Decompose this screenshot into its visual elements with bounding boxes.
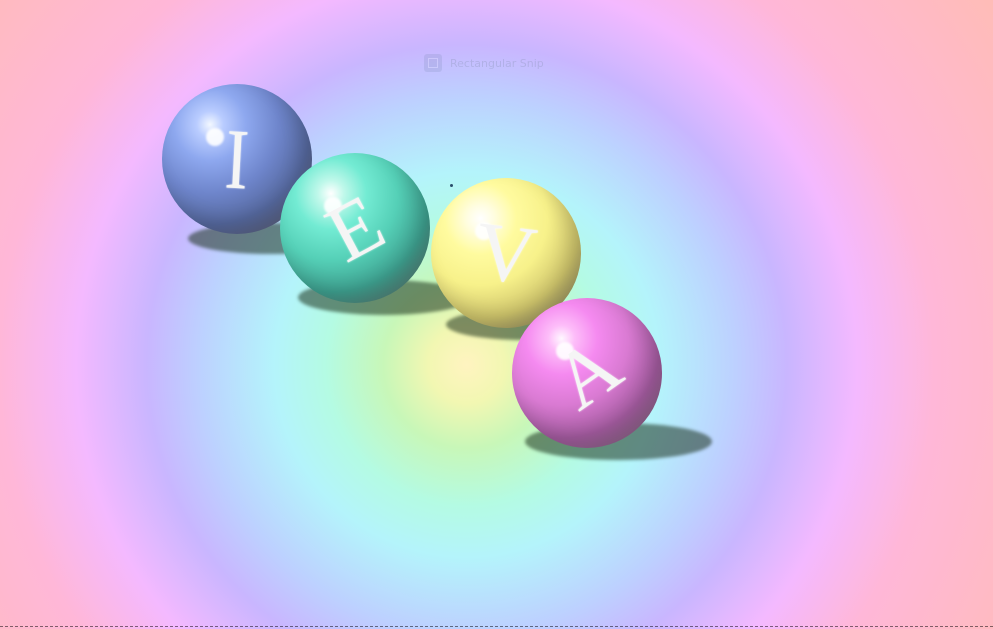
letter-ball-v: V [431,178,581,328]
snip-mode-indicator[interactable]: Rectangular Snip [424,52,544,74]
selection-border [0,626,993,627]
ball-letter: A [537,319,637,427]
letter-ball-e: E [280,153,430,303]
letter-ball-a: A [512,298,662,448]
rectangular-snip-icon [424,54,442,72]
ball-letter: E [312,176,398,280]
mouse-cursor-dot [450,184,453,187]
snip-mode-label: Rectangular Snip [450,56,544,70]
